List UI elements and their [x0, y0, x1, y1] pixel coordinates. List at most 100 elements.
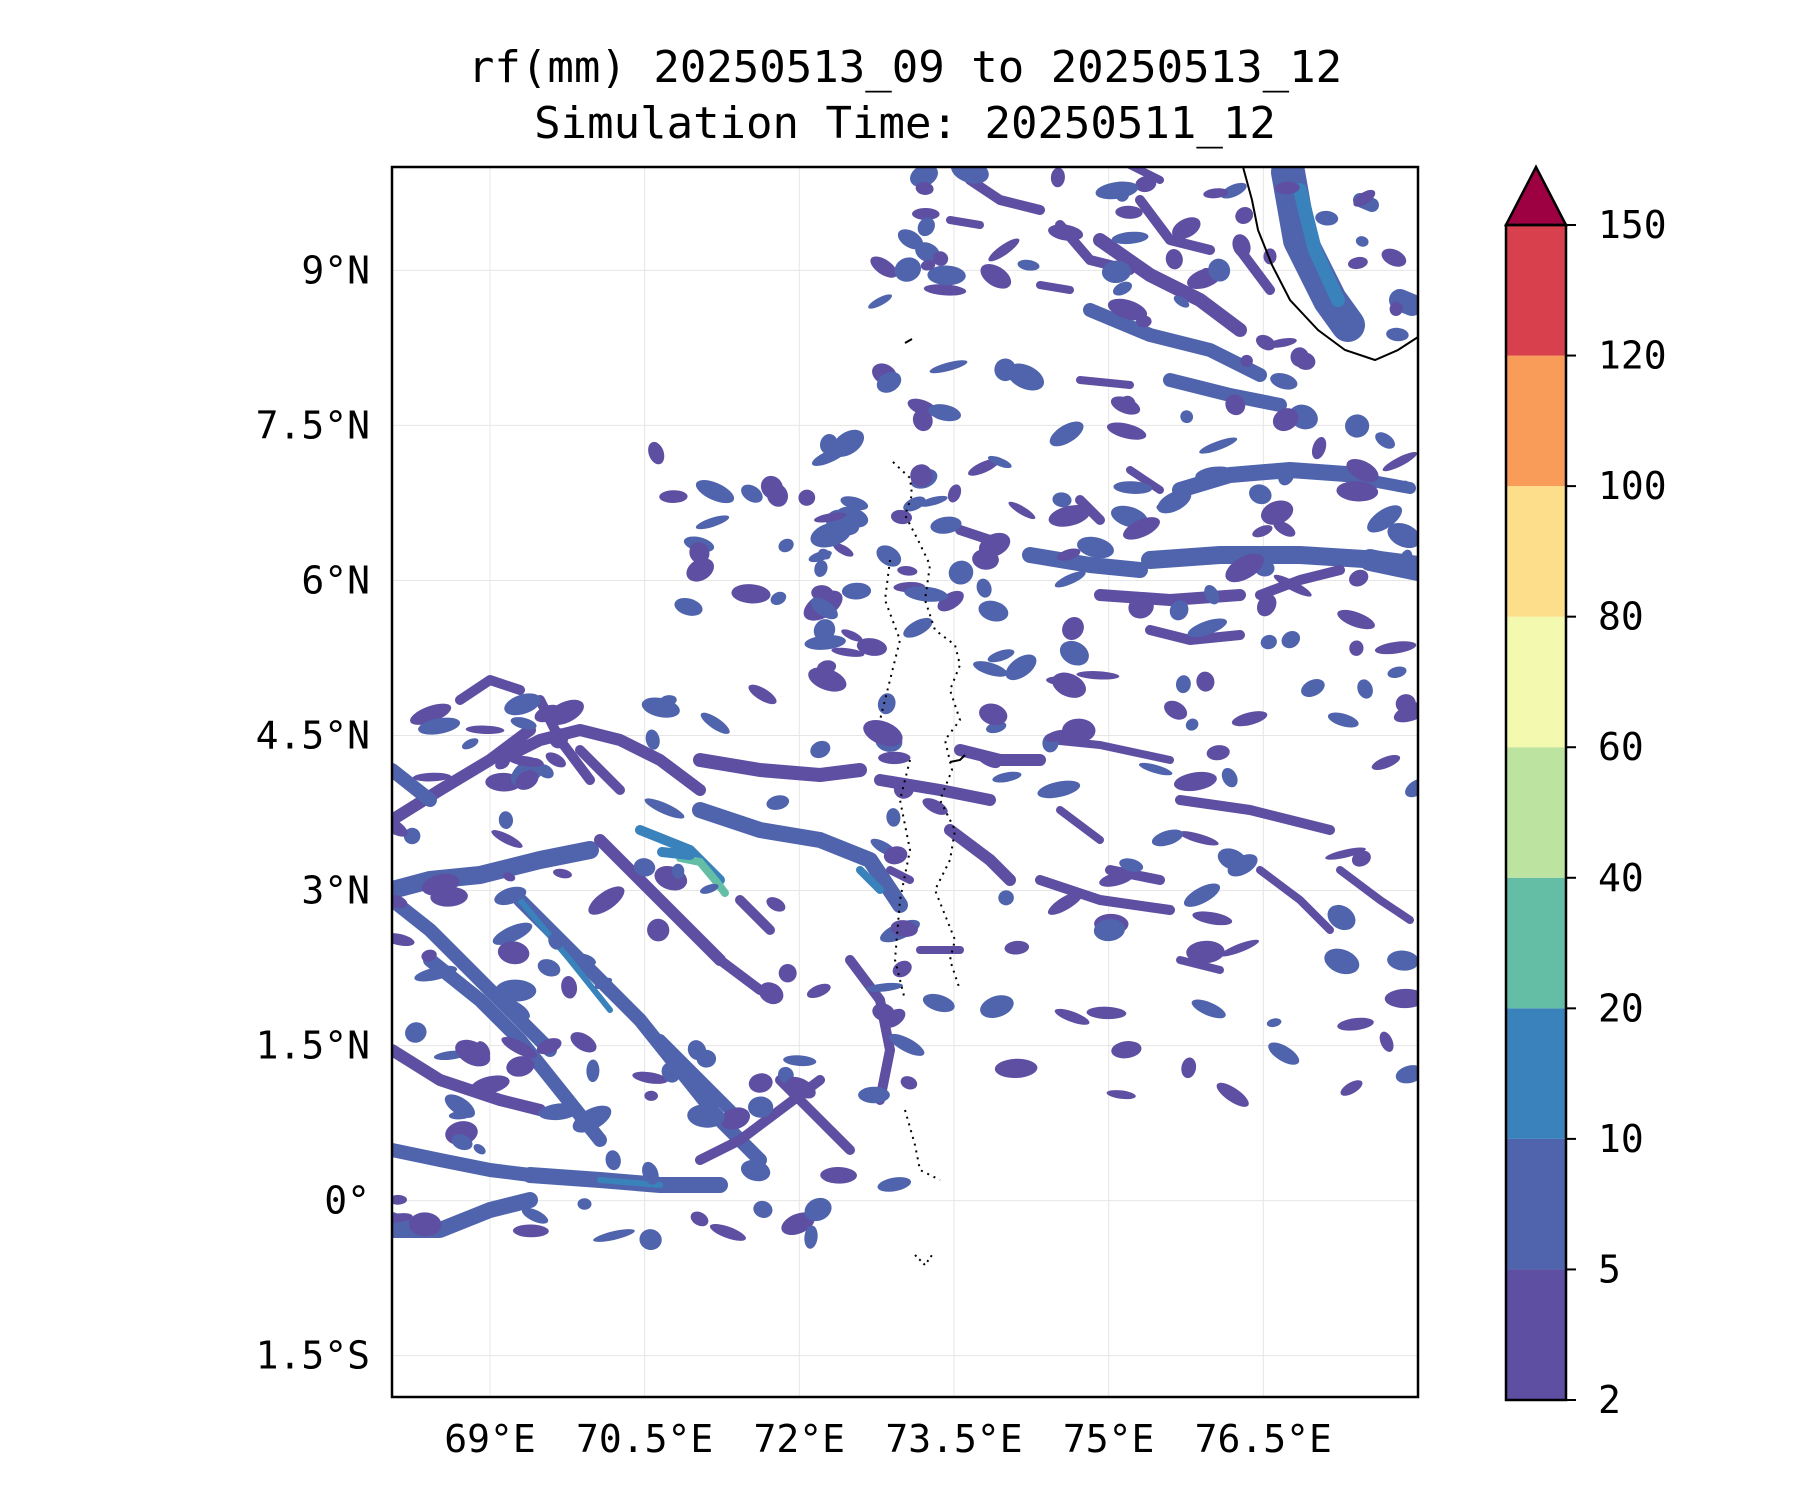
rain-cell [1395, 1065, 1418, 1084]
rain-band [1076, 376, 1134, 389]
latitude-tick-label: 3°N [301, 869, 370, 913]
rain-cell [548, 933, 563, 950]
rain-cell [831, 647, 865, 657]
rain-cell [695, 480, 735, 504]
rain-cell [1398, 549, 1413, 571]
rain-band [775, 1075, 855, 1155]
rain-cell [994, 358, 1017, 382]
rain-cell [492, 922, 533, 945]
rain-cell [856, 638, 887, 656]
rain-cell [731, 584, 771, 604]
rain-cell [1206, 745, 1230, 761]
rain-cell [491, 830, 523, 848]
rain-cell [814, 512, 847, 523]
latitude-tick-label: 9°N [301, 248, 370, 292]
rain-cell [975, 750, 1001, 769]
rain-cell [858, 1086, 890, 1104]
rain-cell [811, 447, 848, 466]
rain-cell [1052, 492, 1072, 508]
rain-cell [781, 1212, 815, 1235]
rain-cell [1106, 1090, 1136, 1100]
rain-cell [903, 617, 933, 638]
rain-cell [605, 1150, 621, 1171]
rain-band [392, 763, 437, 807]
rain-cell [451, 1134, 473, 1151]
rain-cell [833, 543, 854, 557]
rain-cell [690, 1211, 709, 1227]
rain-cell [1173, 771, 1217, 792]
colorbar-extend-arrow [1503, 164, 1569, 227]
rain-cell [922, 993, 955, 1013]
rain-cell [1076, 671, 1120, 680]
rain-cell [414, 965, 458, 982]
rain-core-10-20mm [856, 866, 884, 894]
rain-cell [1178, 831, 1219, 846]
rain-cell [1268, 1042, 1300, 1065]
rain-cell [470, 1075, 510, 1095]
rain-band [392, 1143, 537, 1182]
rain-cell [904, 586, 948, 602]
rain-cell [766, 897, 786, 912]
rain-cell [408, 1212, 442, 1237]
rain-cell [1112, 281, 1133, 296]
rain-cell [1389, 301, 1403, 316]
rain-cell [1187, 618, 1227, 638]
rain-cell [577, 1198, 592, 1210]
rain-cell [758, 982, 784, 1005]
rain-cell [545, 752, 566, 768]
rain-cell [696, 1049, 717, 1068]
rain-cell [570, 1032, 597, 1053]
rain-cell [1093, 919, 1125, 942]
rain-cell [1157, 489, 1192, 514]
rain-cell [876, 371, 902, 393]
rain-cell [504, 693, 541, 716]
rain-band [944, 824, 1016, 886]
rain-cell [1357, 679, 1373, 699]
rain-cell [405, 1022, 427, 1043]
rain-cell [783, 1055, 817, 1067]
coastlines [879, 167, 1418, 1267]
rain-cell [1062, 718, 1096, 743]
rain-cell [918, 495, 948, 507]
rain-cell [503, 872, 516, 882]
rain-cell [928, 404, 962, 422]
rain-band [1093, 233, 1247, 337]
rain-band [1336, 866, 1414, 924]
rain-cell [1077, 536, 1114, 559]
rain-cell [521, 1207, 549, 1224]
rain-cell [546, 699, 584, 726]
rain-scattered-cells [392, 167, 1418, 1251]
rain-cell [537, 959, 561, 977]
rain-cell [1325, 847, 1366, 860]
rain-cell [1327, 904, 1356, 931]
rain-cell [841, 582, 872, 600]
rain-cell [804, 1197, 832, 1222]
rain-band [517, 897, 613, 1013]
rain-cell [1273, 574, 1312, 597]
rain-cell [980, 995, 1014, 1019]
rain-cell [870, 256, 898, 278]
colorbar-tick-label: 150 [1598, 203, 1667, 247]
rain-cell [1274, 181, 1300, 195]
rain-cell [1048, 505, 1091, 527]
rain-band [1389, 289, 1418, 316]
rain-band [715, 955, 765, 995]
rain-cell [1349, 640, 1364, 656]
rain-band [455, 675, 525, 705]
rain-cell [778, 964, 797, 983]
colorbar-tick-label: 80 [1598, 595, 1644, 639]
rain-cell [392, 895, 408, 909]
rain-cell [1111, 231, 1149, 245]
rain-cell [475, 1041, 491, 1060]
rain-cell [1054, 1008, 1090, 1025]
rain-cell [642, 1161, 659, 1185]
rain-cell [720, 1107, 751, 1130]
rain-cell [1181, 1057, 1197, 1079]
rain-cell [917, 217, 935, 237]
rain-cell [976, 578, 992, 598]
rain-cell [588, 886, 625, 915]
rain-cell [689, 542, 710, 564]
rain-band [575, 745, 625, 795]
rain-cell [461, 738, 479, 750]
